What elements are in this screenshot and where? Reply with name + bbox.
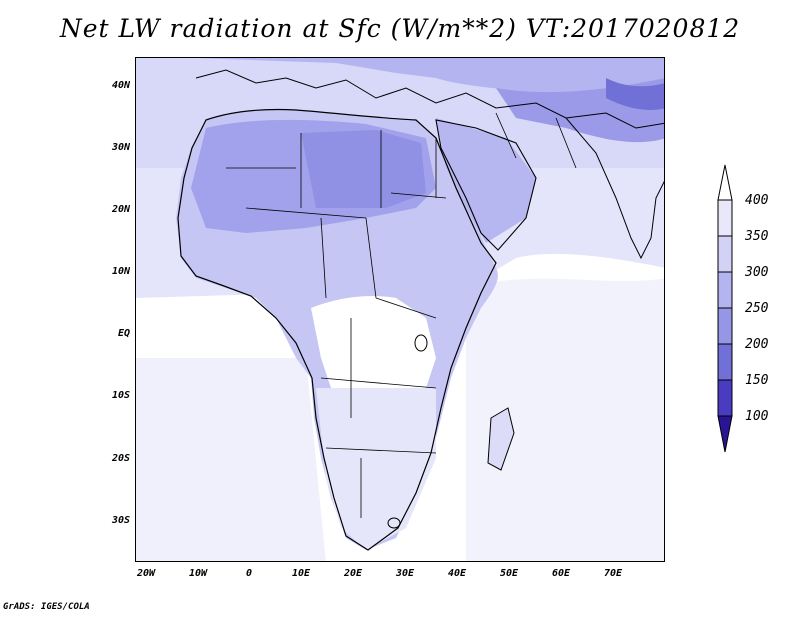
border-line: [390, 192, 447, 199]
colorbar-label: 150: [745, 373, 769, 388]
lon-label: 40E: [447, 568, 467, 579]
chart-title: Net LW radiation at Sfc (W/m**2) VT:2017…: [59, 14, 741, 43]
border-line: [245, 207, 367, 219]
lon-label: 10W: [188, 568, 208, 579]
border-line: [495, 112, 517, 159]
arabia-coastline: [435, 119, 537, 251]
madagascar: [487, 407, 515, 471]
lon-label: 50E: [499, 568, 519, 579]
lat-label: EQ: [117, 328, 130, 339]
lon-label: 20W: [136, 568, 156, 579]
shade-atlantic: [136, 358, 326, 561]
credit-text: GrADS: IGES/COLA: [3, 602, 90, 612]
colorbar-segment: [717, 235, 733, 273]
colorbar-segment: [717, 199, 733, 237]
colorbar-label: 200: [745, 337, 769, 352]
lat-label: 30S: [111, 515, 130, 526]
lat-label: 20S: [111, 453, 130, 464]
lat-label: 20N: [111, 204, 130, 215]
lat-label: 10N: [111, 266, 130, 277]
lat-label: 40N: [111, 80, 130, 91]
border-line: [365, 217, 377, 299]
colorbar-bottom-arrow: [717, 415, 733, 453]
colorbar-top-arrow: [717, 164, 733, 201]
lon-label: 70E: [603, 568, 623, 579]
lat-label: 30N: [111, 142, 130, 153]
colorbar: [717, 164, 733, 453]
border-line: [325, 447, 437, 454]
india-coastline: [565, 117, 664, 260]
border-line: [375, 297, 437, 319]
lon-label: 0: [245, 568, 253, 579]
lake-victoria: [414, 334, 428, 352]
colorbar-label: 350: [745, 229, 769, 244]
shade-libya-egypt: [301, 130, 426, 208]
border-line: [320, 377, 437, 389]
map-canvas: [136, 58, 664, 561]
lon-label: 20E: [343, 568, 363, 579]
colorbar-segment: [717, 307, 733, 345]
shade-central-africa: [311, 296, 436, 418]
colorbar-label: 100: [745, 409, 769, 424]
map-panel: [135, 57, 665, 562]
country-borders: [226, 112, 577, 518]
lon-label: 30E: [395, 568, 415, 579]
colorbar-segment: [717, 271, 733, 309]
lon-label: 60E: [551, 568, 571, 579]
colorbar-label: 250: [745, 301, 769, 316]
shade-himalaya: [606, 78, 664, 110]
colorbar-label: 300: [745, 265, 769, 280]
shade-eurasia: [196, 58, 664, 120]
border-line: [320, 217, 327, 299]
colorbar-segment: [717, 379, 733, 417]
border-line: [555, 117, 577, 169]
shade-indian-ocean: [466, 278, 664, 561]
lat-label: 10S: [111, 390, 130, 401]
lesotho: [387, 517, 401, 529]
lon-label: 10E: [291, 568, 311, 579]
europe-coastline: [195, 69, 664, 129]
shade-southern-africa: [316, 388, 436, 550]
colorbar-label: 400: [745, 193, 769, 208]
shade-arabia: [436, 118, 536, 243]
colorbar-segment: [717, 343, 733, 381]
